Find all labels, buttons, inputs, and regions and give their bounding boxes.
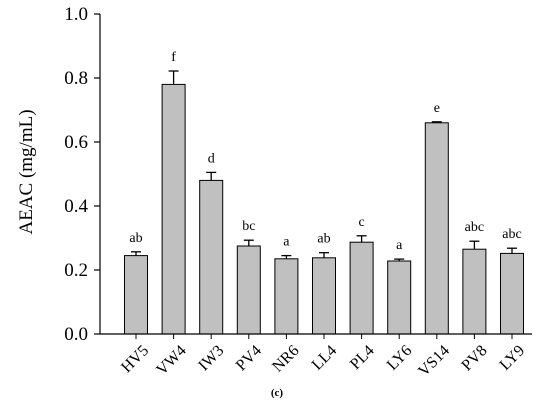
- significance-label-pv8: abc: [465, 220, 484, 235]
- x-tick-label-pl4: PL4: [347, 342, 378, 373]
- y-tick-label: 0.8: [64, 68, 88, 89]
- error-bar-ly6: [394, 258, 405, 261]
- x-tick-label-ly6: LY6: [384, 342, 416, 374]
- bar-ly6: [387, 260, 412, 335]
- bars-layer: [124, 83, 524, 335]
- error-bar-iw3: [206, 171, 217, 181]
- error-bar-hv5: [131, 251, 141, 256]
- bar-nr6: [274, 258, 299, 335]
- significance-label-ly9: abc: [502, 227, 521, 242]
- y-tick-label: 0.0: [64, 324, 88, 345]
- error-bar-ll4: [319, 252, 329, 258]
- error-bar-nr6: [281, 254, 292, 259]
- error-bar-pv4: [243, 239, 254, 246]
- x-tick-label-pv4: PV4: [233, 342, 265, 374]
- x-tick-label-vs14: VS14: [415, 342, 453, 380]
- bar-hv5: [124, 255, 148, 335]
- x-tick-label-pv8: PV8: [458, 342, 490, 374]
- bar-vw4: [161, 83, 186, 335]
- y-axis-label: AEAC (mg/mL): [16, 109, 37, 234]
- y-tick-label: 1.0: [64, 4, 88, 25]
- significance-label-ly6: a: [396, 238, 403, 253]
- significance-label-vw4: f: [171, 50, 176, 65]
- significance-label-iw3: d: [208, 151, 215, 166]
- error-bar-pl4: [356, 235, 367, 243]
- y-tick-label: 0.2: [64, 260, 88, 281]
- bar-iw3: [199, 179, 224, 335]
- significance-label-nr6: a: [283, 235, 290, 250]
- bar-ly9: [500, 252, 524, 335]
- error-bar-vw4: [168, 70, 179, 85]
- significance-label-pv4: bc: [242, 219, 255, 234]
- error-bar-ly9: [507, 247, 517, 254]
- bar-ll4: [312, 257, 336, 335]
- significance-label-pl4: c: [358, 215, 364, 230]
- error-bar-pv8: [469, 240, 480, 250]
- x-tick-label-hv5: HV5: [118, 342, 152, 376]
- bar-vs14: [424, 122, 449, 335]
- x-tick-label-ly9: LY9: [497, 342, 529, 374]
- x-tick-label-vw4: VW4: [153, 342, 190, 379]
- x-tick-label-nr6: NR6: [269, 342, 302, 375]
- significance-label-hv5: ab: [129, 231, 142, 246]
- y-tick-label: 0.6: [64, 132, 88, 153]
- x-tick-label-iw3: IW3: [195, 342, 227, 374]
- bar-pv8: [462, 248, 487, 335]
- x-tick-label-ll4: LL4: [309, 342, 340, 373]
- significance-label-ll4: ab: [317, 232, 330, 247]
- error-bars-layer: [131, 70, 517, 261]
- significance-label-vs14: e: [434, 101, 440, 116]
- figure-caption: (c): [271, 387, 284, 399]
- bar-pv4: [236, 245, 261, 335]
- bar-pl4: [349, 241, 374, 335]
- error-bar-vs14: [431, 121, 442, 123]
- y-tick-label: 0.4: [64, 196, 88, 217]
